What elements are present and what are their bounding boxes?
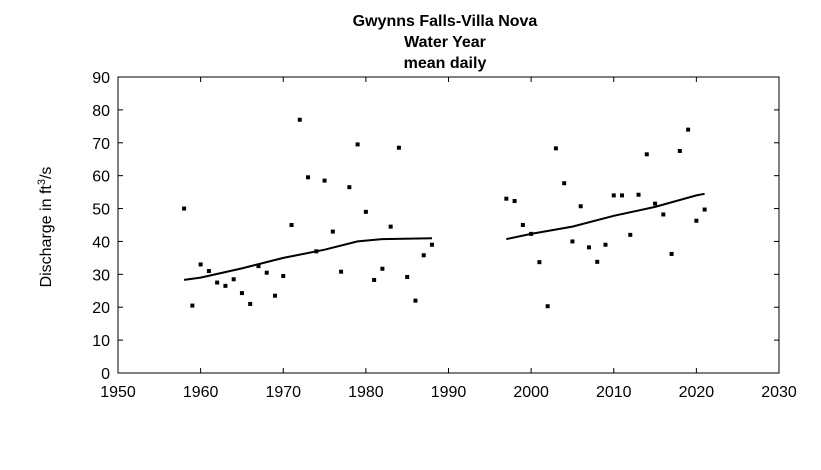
y-tick-label: 20 bbox=[92, 300, 110, 317]
data-point bbox=[653, 201, 658, 206]
y-tick-label: 60 bbox=[92, 169, 110, 186]
data-point bbox=[694, 218, 699, 223]
x-tick-label: 1980 bbox=[348, 384, 384, 401]
x-tick-label: 2030 bbox=[761, 384, 797, 401]
data-point bbox=[388, 224, 393, 229]
y-tick-label: 50 bbox=[92, 202, 110, 219]
data-point bbox=[578, 204, 583, 209]
data-point bbox=[182, 206, 187, 211]
y-tick-label: 30 bbox=[92, 267, 110, 284]
x-tick-label: 2010 bbox=[596, 384, 632, 401]
y-tick-label: 0 bbox=[101, 366, 110, 383]
data-point bbox=[380, 266, 385, 271]
data-point bbox=[272, 293, 277, 298]
data-point bbox=[363, 209, 368, 214]
y-axis-label-superscript: 3 bbox=[36, 179, 48, 185]
data-point bbox=[586, 245, 591, 250]
data-point bbox=[198, 262, 203, 267]
data-point bbox=[396, 145, 401, 150]
data-point bbox=[355, 142, 360, 147]
data-point bbox=[289, 223, 294, 227]
data-point bbox=[413, 298, 418, 303]
data-point bbox=[677, 149, 682, 153]
data-point bbox=[512, 198, 517, 203]
data-point bbox=[595, 259, 600, 264]
y-tick-label: 90 bbox=[92, 70, 110, 87]
y-tick-label: 10 bbox=[92, 333, 110, 350]
trend-line bbox=[183, 237, 433, 281]
data-point bbox=[256, 264, 261, 269]
data-point bbox=[702, 207, 707, 212]
data-point bbox=[644, 152, 649, 157]
data-point bbox=[686, 127, 691, 132]
data-point bbox=[405, 274, 410, 279]
data-point bbox=[330, 229, 335, 234]
x-tick-label: 2000 bbox=[513, 384, 549, 401]
data-point bbox=[339, 269, 344, 274]
trend-line bbox=[506, 192, 705, 241]
data-point bbox=[620, 193, 625, 198]
y-tick-label: 40 bbox=[92, 234, 110, 251]
y-axis-label: Discharge in ft3/s bbox=[36, 167, 55, 288]
data-point bbox=[636, 192, 641, 197]
x-tick-label: 1990 bbox=[431, 384, 467, 401]
data-point bbox=[429, 242, 434, 247]
x-tick-label: 1960 bbox=[183, 384, 219, 401]
data-point bbox=[603, 242, 608, 247]
chart-title-line: Gwynns Falls-Villa Nova bbox=[353, 13, 538, 30]
data-point bbox=[570, 239, 575, 244]
data-point bbox=[347, 185, 352, 190]
data-point bbox=[372, 277, 377, 282]
data-point bbox=[611, 193, 616, 198]
data-point bbox=[223, 283, 228, 288]
data-point bbox=[537, 260, 542, 265]
data-point bbox=[322, 178, 327, 183]
data-point bbox=[661, 212, 666, 217]
x-tick-label: 1950 bbox=[100, 384, 136, 401]
x-axis: 1950 1960 1970 1980 1990 2000 2010 2020 2030 bbox=[100, 77, 797, 401]
y-tick-label: 70 bbox=[92, 136, 110, 153]
data-point bbox=[314, 249, 319, 254]
data-point bbox=[264, 270, 269, 275]
data-point bbox=[297, 117, 302, 122]
data-point bbox=[545, 304, 550, 309]
data-points bbox=[182, 117, 707, 309]
y-tick-label: 80 bbox=[92, 103, 110, 120]
plot-frame bbox=[117, 76, 780, 374]
data-point bbox=[281, 273, 286, 278]
chart-title-line: mean daily bbox=[404, 55, 487, 72]
x-tick-label: 2020 bbox=[679, 384, 715, 401]
x-tick-label: 1970 bbox=[265, 384, 301, 401]
data-point bbox=[421, 253, 426, 258]
data-point bbox=[562, 181, 567, 186]
data-point bbox=[239, 291, 244, 296]
data-point bbox=[628, 232, 633, 237]
data-point bbox=[504, 196, 509, 201]
data-point bbox=[529, 231, 534, 236]
y-axis-label-main: Discharge in ft bbox=[38, 185, 55, 288]
trend-lines bbox=[183, 192, 705, 281]
y-axis: 0 10 20 30 40 50 60 70 80 90 bbox=[92, 70, 779, 383]
data-point bbox=[248, 301, 253, 306]
data-point bbox=[231, 277, 236, 282]
chart-title: Gwynns Falls-Villa Nova Water Year mean da… bbox=[353, 13, 538, 72]
y-axis-label-suffix: /s bbox=[38, 167, 55, 179]
data-point bbox=[206, 269, 211, 274]
data-point bbox=[215, 280, 220, 285]
data-point bbox=[190, 303, 195, 308]
chart-title-line: Water Year bbox=[404, 34, 486, 51]
data-point bbox=[553, 146, 558, 151]
data-point bbox=[306, 175, 311, 180]
data-point bbox=[520, 223, 525, 227]
data-point bbox=[669, 251, 674, 256]
